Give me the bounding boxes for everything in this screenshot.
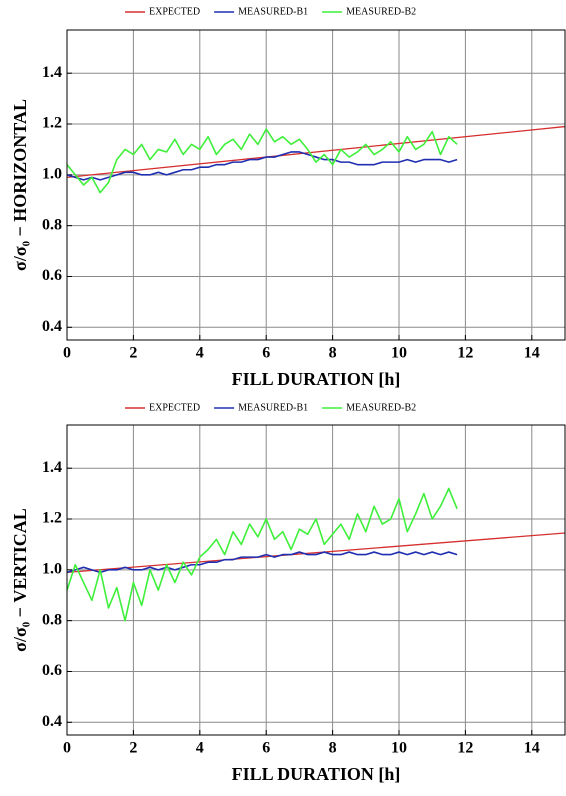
x-tick-label: 14 — [524, 740, 540, 757]
y-tick-label: 0.8 — [42, 611, 62, 628]
x-axis-label: FILL DURATION [h] — [232, 369, 401, 389]
plot-frame — [67, 425, 565, 735]
x-tick-label: 4 — [196, 345, 204, 362]
legend-label: EXPECTED — [149, 402, 200, 413]
data-line — [66, 532, 566, 574]
x-tick-label: 0 — [63, 740, 71, 757]
x-tick-label: 8 — [329, 345, 337, 362]
y-tick-label: 1.0 — [42, 166, 62, 183]
legend-label: EXPECTED — [149, 6, 200, 17]
legend-label: MEASURED-B1 — [238, 402, 308, 413]
data-line — [66, 551, 458, 574]
legend: EXPECTED MEASURED-B1 MEASURED-B2 — [125, 6, 416, 17]
x-tick-label: 2 — [129, 345, 137, 362]
legend-label: MEASURED-B2 — [346, 402, 416, 413]
y-tick-label: 1.4 — [42, 459, 62, 476]
data-line — [66, 151, 458, 181]
data-line — [66, 487, 458, 622]
y-tick-label: 1.4 — [42, 64, 62, 81]
x-tick-label: 10 — [391, 740, 407, 757]
data-line — [66, 125, 566, 179]
legend: EXPECTED MEASURED-B1 MEASURED-B2 — [125, 402, 416, 413]
y-tick-label: 0.4 — [42, 318, 62, 335]
axes-border — [66, 29, 566, 341]
legend-label: MEASURED-B2 — [346, 6, 416, 17]
legend-label: MEASURED-B1 — [238, 6, 308, 17]
x-tick-label: 6 — [262, 740, 270, 757]
x-tick-label: 0 — [63, 345, 71, 362]
x-tick-label: 14 — [524, 345, 540, 362]
x-axis-label: FILL DURATION [h] — [232, 764, 401, 784]
y-tick-label: 1.2 — [42, 510, 62, 527]
x-tick-label: 12 — [457, 740, 473, 757]
y-axis-label: σ/σ₀ − HORIZONTAL — [10, 99, 30, 271]
axes-border — [66, 424, 566, 736]
y-tick-label: 1.2 — [42, 115, 62, 132]
x-tick-label: 6 — [262, 345, 270, 362]
y-tick-label: 0.6 — [42, 662, 62, 679]
y-tick-label: 1.0 — [42, 561, 62, 578]
y-tick-label: 0.6 — [42, 267, 62, 284]
y-axis-label: σ/σ₀ − VERTICAL — [10, 508, 30, 652]
y-tick-label: 0.8 — [42, 216, 62, 233]
x-tick-label: 2 — [129, 740, 137, 757]
x-tick-label: 8 — [329, 740, 337, 757]
x-tick-label: 4 — [196, 740, 204, 757]
plot-frame — [67, 30, 565, 340]
x-tick-label: 10 — [391, 345, 407, 362]
x-tick-label: 12 — [457, 345, 473, 362]
y-tick-label: 0.4 — [42, 713, 62, 730]
data-line — [66, 128, 458, 194]
